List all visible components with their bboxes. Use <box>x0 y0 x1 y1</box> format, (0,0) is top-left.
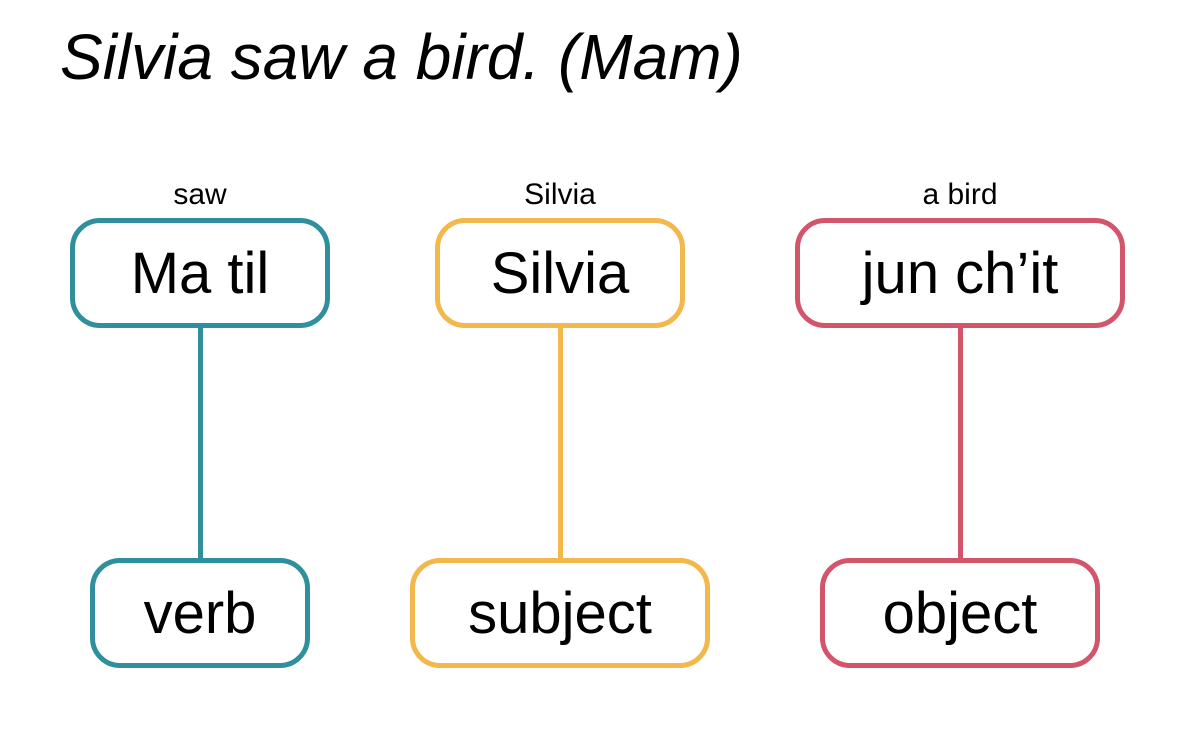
gloss-subject: Silvia <box>524 178 596 212</box>
role-node-object: object <box>820 558 1100 668</box>
word-node-subject: Silvia <box>435 218 685 328</box>
gloss-verb: saw <box>173 178 226 212</box>
word-node-object: jun ch’it <box>795 218 1125 328</box>
diagram-title: Silvia saw a bird. (Mam) <box>60 20 743 94</box>
role-node-verb: verb <box>90 558 310 668</box>
connector-verb <box>198 328 203 558</box>
connector-object <box>958 328 963 558</box>
role-node-subject: subject <box>410 558 710 668</box>
word-node-verb: Ma til <box>70 218 330 328</box>
gloss-object: a bird <box>922 178 997 212</box>
connector-subject <box>558 328 563 558</box>
